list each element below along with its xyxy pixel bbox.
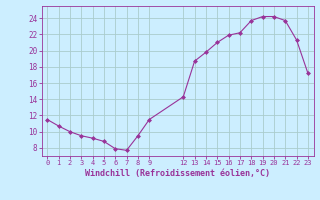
X-axis label: Windchill (Refroidissement éolien,°C): Windchill (Refroidissement éolien,°C) (85, 169, 270, 178)
